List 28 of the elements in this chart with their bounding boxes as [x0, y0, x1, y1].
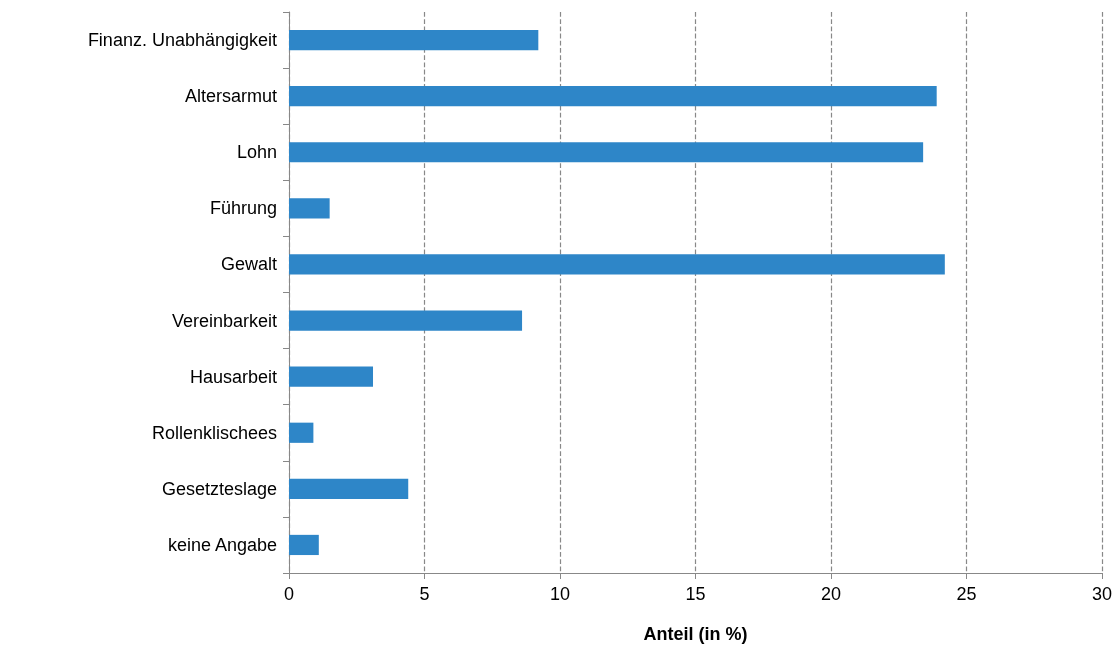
x-tick-label: 10	[549, 584, 571, 604]
x-axis-title: Anteil (in %)	[643, 624, 748, 644]
bar	[289, 142, 924, 163]
y-tick-label: Finanz. Unabhängigkeit	[87, 30, 277, 51]
bar	[289, 254, 945, 275]
y-tick-label: Hausarbeit	[189, 366, 277, 387]
bar	[289, 534, 319, 556]
y-tick-label: keine Angabe	[167, 534, 277, 555]
x-tick-label: 15	[685, 584, 706, 604]
y-tick-label: Vereinbarkeit	[171, 310, 277, 331]
bar	[289, 198, 330, 219]
y-tick-label: Gesetzteslage	[161, 478, 277, 499]
bar	[289, 478, 409, 499]
bar	[289, 86, 937, 107]
x-tick-label: 5	[419, 584, 430, 604]
y-tick-label: Gewalt	[220, 254, 277, 275]
bar	[289, 422, 314, 443]
x-tick-label: 0	[283, 584, 295, 604]
y-tick-label: Lohn	[236, 142, 277, 163]
x-tick-label: 20	[820, 584, 842, 604]
bar	[289, 310, 523, 331]
x-tick-label: 30	[1091, 584, 1113, 604]
bar	[289, 29, 539, 51]
x-tick-label: 25	[956, 584, 977, 604]
bar	[289, 366, 374, 387]
y-tick-label: Altersarmut	[184, 86, 277, 107]
y-tick-label: Rollenklischees	[151, 422, 277, 443]
y-tick-label: Führung	[209, 198, 277, 219]
